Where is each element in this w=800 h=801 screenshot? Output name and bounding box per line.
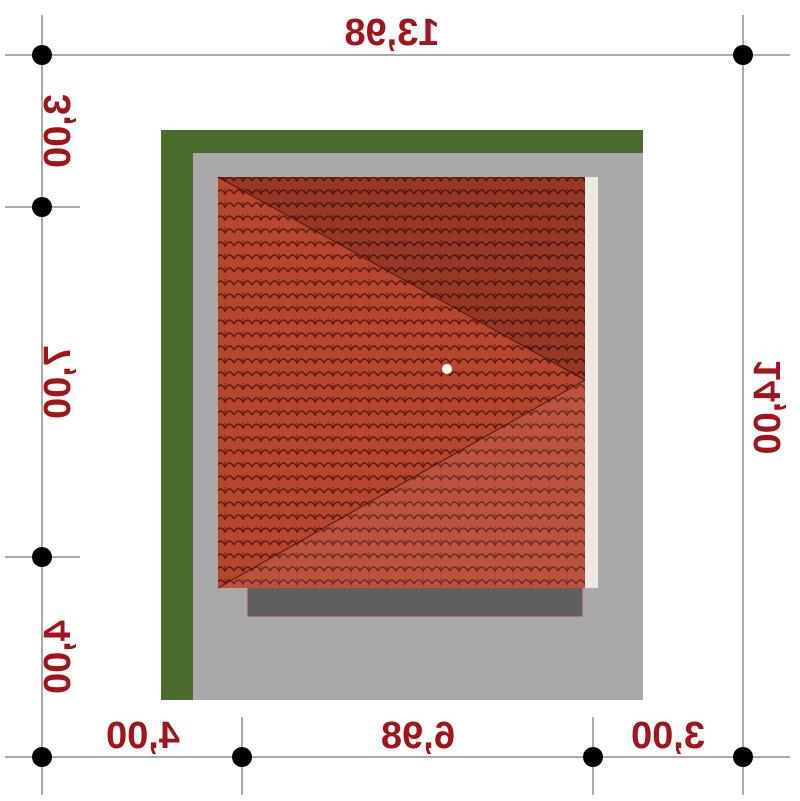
- dimension-dots: [32, 45, 753, 767]
- dimension-label: 13,98: [344, 12, 439, 54]
- dimension-label: 4,00: [106, 715, 180, 757]
- dimension-label: 3,00: [37, 94, 79, 168]
- hip-line: [217, 176, 586, 381]
- dimension-label: 3,00: [631, 715, 705, 757]
- roof-west: [218, 177, 585, 588]
- dimension-label: 6,98: [381, 715, 455, 757]
- dimension-label: 7,00: [37, 345, 79, 419]
- vent: [442, 364, 452, 374]
- terrace: [246, 585, 584, 618]
- hip-line: [217, 379, 586, 589]
- dimension-label: 4,00: [37, 620, 79, 694]
- dimension-label: 14,00: [747, 359, 789, 454]
